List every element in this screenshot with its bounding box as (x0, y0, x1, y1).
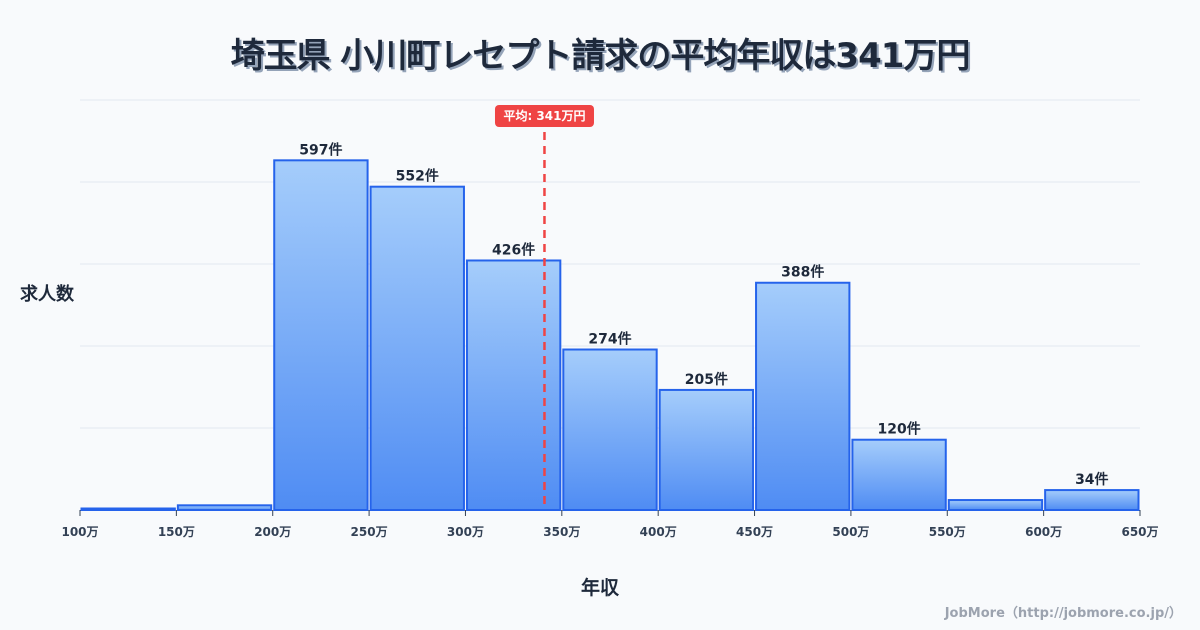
histogram-bar (273, 159, 369, 511)
bar-value-label: 552件 (396, 168, 439, 185)
histogram-bar (176, 504, 273, 512)
x-tick-label: 250万 (351, 525, 388, 539)
y-axis-label: 求人数 (20, 284, 74, 305)
x-tick-label: 500万 (832, 525, 869, 539)
x-tick-label: 100万 (61, 525, 98, 539)
histogram-bar (658, 388, 755, 511)
bar-value-labels: 597件 552件 426件 274件 205件 388件 120件 34件 (299, 141, 1108, 488)
x-tick-label: 400万 (640, 525, 677, 539)
x-tick-label: 600万 (1025, 525, 1062, 539)
x-tick-label: 350万 (543, 525, 580, 539)
histogram-bar (80, 507, 176, 511)
histogram-bar (851, 438, 947, 512)
x-tick-label: 150万 (158, 525, 195, 539)
bar-value-label: 205件 (685, 371, 728, 388)
histogram-bar (562, 348, 658, 511)
mean-badge: 平均: 341万円 (495, 105, 594, 127)
bar-value-label: 120件 (877, 421, 920, 438)
bar-value-label: 388件 (781, 264, 824, 281)
bar-value-label: 597件 (299, 141, 342, 158)
x-tick-label: 300万 (447, 525, 484, 539)
credit-text: JobMore（http://jobmore.co.jp/） (944, 606, 1182, 621)
histogram-bar (465, 259, 562, 511)
x-axis-ticks: 100万 150万 200万 250万 300万 350万 400万 450万 500万 550万… (61, 510, 1159, 539)
histogram-bar (947, 499, 1044, 511)
histogram-bar (369, 185, 465, 512)
chart-title: 埼玉県 小川町レセプト請求の平均年収は341万円 (230, 36, 971, 76)
bar-value-label: 34件 (1075, 471, 1108, 488)
x-tick-label: 200万 (254, 525, 291, 539)
x-tick-label: 550万 (929, 525, 966, 539)
bar-value-label: 274件 (588, 331, 631, 348)
bar-value-label: 426件 (492, 241, 535, 258)
x-tick-label: 650万 (1121, 525, 1158, 539)
histogram-bar (1044, 489, 1140, 512)
bars (80, 159, 1140, 512)
x-axis-label: 年収 (580, 577, 619, 599)
histogram-bar (755, 281, 851, 511)
x-tick-label: 450万 (736, 525, 773, 539)
